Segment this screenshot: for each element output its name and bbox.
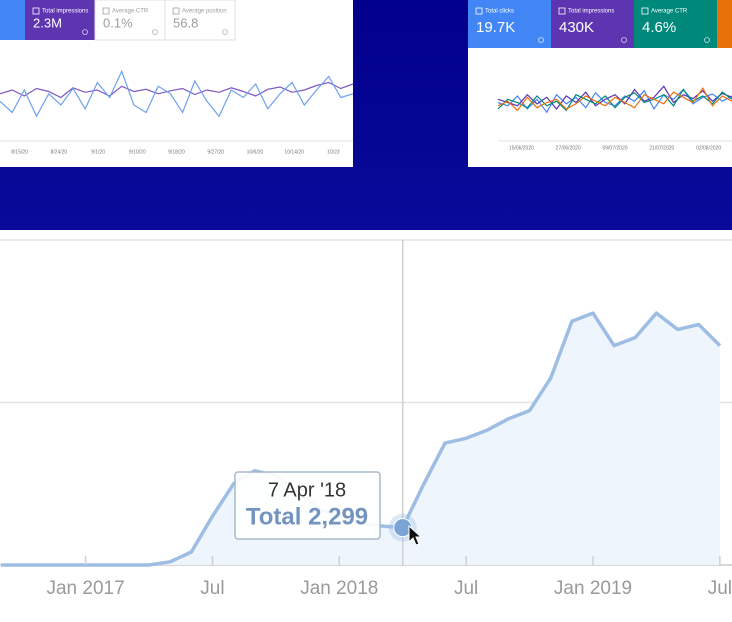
x-tick-label: 02/08/2020 bbox=[696, 145, 721, 151]
x-tick-label: 8/15/20 bbox=[11, 149, 28, 155]
series-line bbox=[497, 88, 732, 112]
checkbox bbox=[32, 7, 40, 15]
tooltip-date: 7 Apr '18 bbox=[268, 479, 346, 501]
metric-value: 4.6% bbox=[642, 19, 676, 36]
x-tick-label: 10/14/20 bbox=[284, 149, 304, 155]
x-tick-label: 27/06/2020 bbox=[556, 145, 581, 151]
tooltip-point bbox=[393, 518, 413, 538]
series-line bbox=[497, 87, 732, 112]
help-icon bbox=[82, 29, 88, 35]
metric-label: Average CTR bbox=[112, 9, 149, 15]
tooltip-value: Total 2,299 bbox=[246, 503, 368, 530]
x-tick-label: 8/24/20 bbox=[50, 149, 67, 155]
tooltip-box bbox=[234, 471, 381, 540]
metric-value: 0.1% bbox=[103, 15, 133, 30]
help-icon bbox=[704, 37, 710, 43]
checkbox bbox=[102, 7, 110, 15]
metric-tile bbox=[25, 0, 95, 40]
checkbox bbox=[558, 7, 566, 15]
series-line bbox=[497, 85, 732, 110]
help-icon bbox=[152, 29, 158, 35]
checkbox bbox=[475, 7, 483, 15]
metric-label: Average position bbox=[182, 9, 227, 15]
help-icon bbox=[538, 37, 544, 43]
x-tick-label: Jan 2017 bbox=[46, 578, 124, 599]
x-tick-label: 15/06/2020 bbox=[509, 145, 534, 151]
metric-value: 56.8 bbox=[173, 15, 198, 30]
area-fill bbox=[1, 313, 720, 565]
x-tick-label: Jan 2018 bbox=[300, 578, 378, 599]
help-icon bbox=[621, 37, 627, 43]
x-tick-label: Jul bbox=[454, 578, 478, 599]
metric-label: Total impressions bbox=[568, 9, 614, 15]
x-tick-label: 9/27/20 bbox=[207, 149, 224, 155]
series-line bbox=[497, 88, 732, 114]
metric-tile bbox=[716, 0, 732, 48]
x-tick-label: Jul bbox=[200, 578, 224, 599]
metric-tile bbox=[0, 0, 25, 40]
metric-value: 19.7K bbox=[476, 19, 515, 36]
metric-value: 430K bbox=[559, 19, 594, 36]
metric-label: Average CTR bbox=[651, 9, 688, 15]
x-tick-label: Jan 2019 bbox=[554, 578, 632, 599]
cursor bbox=[408, 524, 423, 546]
x-tick-label: 9/18/20 bbox=[168, 149, 185, 155]
x-tick-label: 10/6/20 bbox=[247, 149, 264, 155]
x-tick-label: Jul bbox=[708, 578, 732, 599]
metric-value: 2.3M bbox=[33, 15, 62, 30]
x-tick-label: 09/07/2020 bbox=[602, 145, 627, 151]
help-icon bbox=[222, 29, 228, 35]
metric-tile bbox=[164, 0, 236, 41]
x-tick-label: 9/1/20 bbox=[91, 149, 105, 155]
checkbox bbox=[641, 7, 649, 15]
metric-label: Total impressions bbox=[42, 9, 88, 15]
x-tick-label: 9/10/20 bbox=[129, 149, 146, 155]
checkbox bbox=[172, 7, 180, 15]
series-line bbox=[0, 81, 354, 99]
x-tick-label: 10/23 bbox=[327, 149, 340, 155]
metric-label: Total clicks bbox=[485, 9, 514, 15]
series-line bbox=[0, 69, 354, 118]
x-tick-label: 21/07/2020 bbox=[649, 145, 674, 151]
